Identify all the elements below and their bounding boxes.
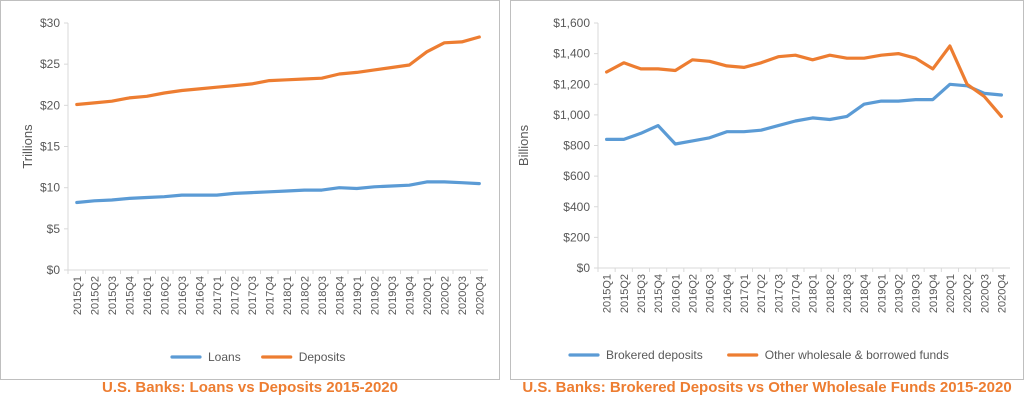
left-chart-series-line-1 xyxy=(75,180,481,205)
right-chart-y-tick-label: $1,200 xyxy=(553,77,590,91)
left-chart-x-tick-label: 2020Q2 xyxy=(439,276,451,315)
left-chart-x-tick-label: 2019Q4 xyxy=(404,276,416,315)
right-chart-x-tick-label: 2016Q3 xyxy=(705,274,717,313)
left-chart-x-tick-label: 2015Q2 xyxy=(89,276,101,315)
right-chart-legend-label-1: Brokered deposits xyxy=(606,348,703,362)
right-chart-y-tick-label: $1,000 xyxy=(553,108,590,122)
left-chart-x-tick-label: 2015Q4 xyxy=(124,276,136,315)
left-chart-x-tick-label: 2020Q3 xyxy=(457,276,469,315)
left-chart-frame xyxy=(0,0,500,380)
left-chart-x-tick-label: 2018Q1 xyxy=(282,276,294,315)
right-chart-x-tick-label: 2015Q2 xyxy=(619,274,631,313)
brokered-wholesale-chart-panel: $0 $200 $400 $600 $800 $1,000 $1,200 $1,400 $1,6… xyxy=(510,0,1024,404)
right-chart-x-tick-label: 2016Q1 xyxy=(670,274,682,313)
brokered-wholesale-chart: $0 $200 $400 $600 $800 $1,000 $1,200 $1,400 $1,6… xyxy=(510,0,1024,380)
left-chart-y-tick-label: $15 xyxy=(40,140,60,154)
left-chart-y-tick-label: $30 xyxy=(40,16,60,30)
right-chart-x-tick-label: 2015Q3 xyxy=(636,274,648,313)
right-chart-x-tick-label: 2019Q1 xyxy=(876,274,888,313)
left-chart-x-tick-label: 2018Q3 xyxy=(317,276,329,315)
right-chart-x-tick-label: 2019Q3 xyxy=(911,274,923,313)
right-chart-series-line-2 xyxy=(604,44,1003,119)
left-chart-x-tick-label: 2017Q2 xyxy=(229,276,241,315)
left-chart-x-tick-label: 2017Q4 xyxy=(264,276,276,315)
right-chart-y-tick-label: $1,400 xyxy=(553,47,590,61)
right-chart-y-tick-label: $400 xyxy=(563,200,590,214)
right-chart-legend-label-2: Other wholesale & borrowed funds xyxy=(765,348,949,362)
loans-deposits-chart: $0 $5 $10 $15 $20 $25 $30 Trillions 2015Q1 2015Q2… xyxy=(0,0,500,380)
left-chart-x-tick-label: 2018Q2 xyxy=(299,276,311,315)
right-chart-x-tick-label: 2017Q3 xyxy=(773,274,785,313)
left-chart-x-tick-label: 2016Q4 xyxy=(194,276,206,315)
loans-deposits-chart-panel: $0 $5 $10 $15 $20 $25 $30 Trillions 2015Q1 2015Q2… xyxy=(0,0,500,404)
right-chart-y-tick-label: $800 xyxy=(563,139,590,153)
left-chart-y-tick-label: $20 xyxy=(40,98,60,112)
left-chart-y-tick-label: $10 xyxy=(40,181,60,195)
left-chart-x-tick-label: 2015Q1 xyxy=(72,276,84,315)
left-chart-x-tick-label: 2019Q3 xyxy=(387,276,399,315)
loans-deposits-chart-title: U.S. Banks: Loans vs Deposits 2015-2020 xyxy=(102,379,398,396)
left-chart-x-tick-label: 2016Q2 xyxy=(159,276,171,315)
left-chart-y-axis-label: Trillions xyxy=(20,124,35,169)
left-chart-x-tick-label: 2020Q4 xyxy=(474,276,486,315)
right-chart-x-tick-label: 2017Q4 xyxy=(790,274,802,313)
right-chart-x-tick-label: 2016Q2 xyxy=(687,274,699,313)
left-chart-x-tick-label: 2015Q3 xyxy=(107,276,119,315)
right-chart-x-tick-label: 2019Q4 xyxy=(928,274,940,313)
left-chart-x-tick-label: 2016Q3 xyxy=(177,276,189,315)
left-chart-x-tick-label: 2018Q4 xyxy=(334,276,346,315)
right-chart-y-tick-label: $1,600 xyxy=(553,16,590,30)
right-chart-y-tick-label: $200 xyxy=(563,230,590,244)
left-chart-x-tick-label: 2019Q2 xyxy=(369,276,381,315)
left-chart-legend-label-1: Loans xyxy=(208,350,241,364)
right-chart-x-tick-label: 2018Q2 xyxy=(825,274,837,313)
left-chart-x-tick-label: 2016Q1 xyxy=(142,276,154,315)
left-chart-x-tick-label: 2019Q1 xyxy=(352,276,364,315)
left-chart-y-tick-label: $0 xyxy=(47,263,61,277)
right-chart-x-tick-label: 2015Q1 xyxy=(602,274,614,313)
left-chart-series-line-2 xyxy=(75,35,481,107)
right-chart-x-tick-label: 2016Q4 xyxy=(722,274,734,313)
right-chart-y-tick-label: $0 xyxy=(577,261,591,275)
right-chart-x-tick-label: 2017Q2 xyxy=(756,274,768,313)
right-chart-x-tick-label: 2020Q1 xyxy=(945,274,957,313)
left-chart-legend-label-2: Deposits xyxy=(299,350,346,364)
left-chart-x-tick-label: 2017Q3 xyxy=(247,276,259,315)
right-chart-series-line-1 xyxy=(604,82,1003,146)
right-chart-x-tick-label: 2020Q2 xyxy=(962,274,974,313)
left-chart-y-tick-label: $5 xyxy=(47,222,61,236)
right-chart-x-tick-label: 2017Q1 xyxy=(739,274,751,313)
right-chart-x-tick-label: 2019Q2 xyxy=(893,274,905,313)
right-chart-x-tick-label: 2018Q4 xyxy=(859,274,871,313)
left-chart-x-tick-label: 2020Q1 xyxy=(422,276,434,315)
right-chart-y-axis-label: Billions xyxy=(516,124,531,166)
brokered-wholesale-chart-title: U.S. Banks: Brokered Deposits vs Other W… xyxy=(522,379,1012,396)
right-chart-x-tick-label: 2018Q1 xyxy=(808,274,820,313)
right-chart-y-tick-label: $600 xyxy=(563,169,590,183)
right-chart-x-tick-label: 2018Q3 xyxy=(842,274,854,313)
right-chart-x-tick-label: 2015Q4 xyxy=(653,274,665,313)
left-chart-y-tick-label: $25 xyxy=(40,57,60,71)
right-chart-x-tick-label: 2020Q4 xyxy=(996,274,1008,313)
left-chart-x-tick-label: 2017Q1 xyxy=(212,276,224,315)
right-chart-x-tick-label: 2020Q3 xyxy=(979,274,991,313)
